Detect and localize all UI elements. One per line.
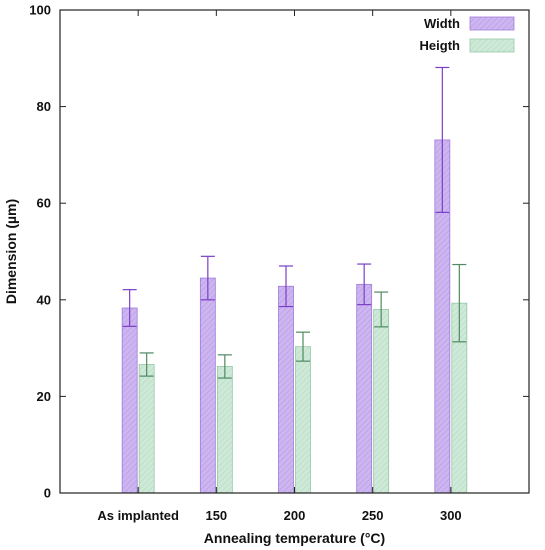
x-tick-label: 250 bbox=[362, 508, 384, 523]
x-tick-label: As implanted bbox=[97, 508, 179, 523]
y-tick-label: 100 bbox=[29, 3, 51, 18]
x-tick-label: 300 bbox=[440, 508, 462, 523]
bar-heigth bbox=[138, 364, 155, 494]
y-tick-label: 60 bbox=[37, 196, 51, 211]
legend-swatch-heigth bbox=[469, 38, 515, 53]
x-tick-label: 150 bbox=[205, 508, 227, 523]
bar-width bbox=[199, 277, 216, 494]
bar-heigth bbox=[295, 346, 311, 494]
x-axis-label: Annealing temperature (°C) bbox=[204, 530, 385, 546]
bar-width bbox=[121, 307, 138, 494]
x-axis-ticks: As implanted 150 200 250 300 bbox=[97, 10, 462, 523]
x-tick-label: 200 bbox=[284, 508, 306, 523]
bar-width bbox=[356, 283, 373, 494]
y-tick-label: 80 bbox=[37, 99, 51, 114]
y-axis-label: Dimension (µm) bbox=[3, 199, 19, 304]
y-tick-label: 0 bbox=[44, 486, 51, 501]
bar-heigth bbox=[216, 366, 233, 494]
y-tick-label: 20 bbox=[37, 389, 51, 404]
bar-width bbox=[278, 285, 294, 494]
bar-heigth bbox=[373, 309, 390, 494]
legend-label-heigth: Heigth bbox=[420, 38, 461, 53]
legend-label-width: Width bbox=[424, 16, 460, 31]
plot-area bbox=[121, 66, 468, 494]
legend-swatch-width bbox=[469, 16, 515, 31]
y-tick-label: 40 bbox=[37, 292, 51, 307]
y-axis-ticks: 0 20 40 60 80 100 bbox=[29, 3, 529, 501]
legend: Width Heigth bbox=[420, 16, 515, 53]
